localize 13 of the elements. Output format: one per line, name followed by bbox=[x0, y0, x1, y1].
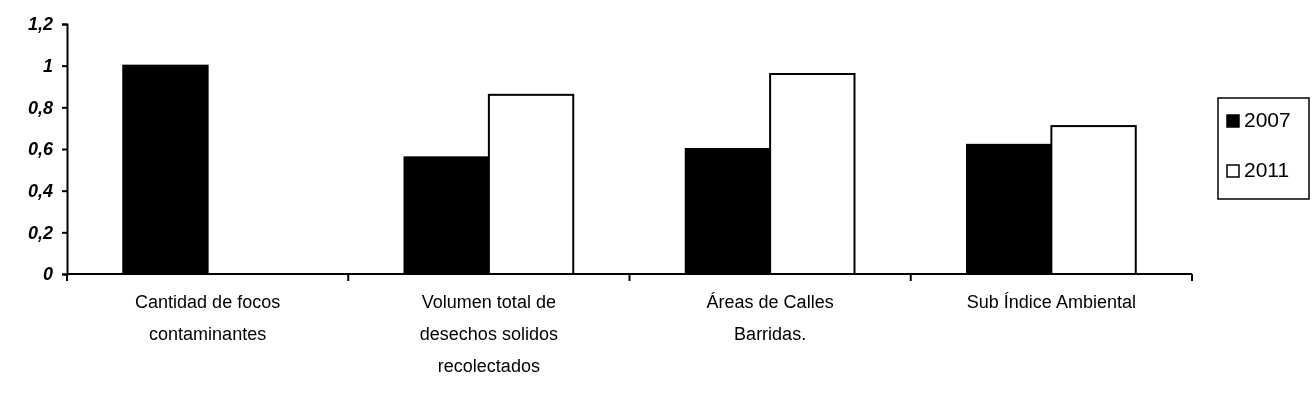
y-tick-label: 1 bbox=[42, 55, 53, 76]
y-tick-label: 0 bbox=[42, 264, 53, 285]
y-tick-label: 0,8 bbox=[27, 97, 53, 118]
y-tick-label: 0,4 bbox=[27, 180, 53, 201]
x-tick-label: Sub Índice Ambiental bbox=[966, 292, 1136, 312]
legend-label: 2007 bbox=[1244, 108, 1291, 131]
x-tick-label: Cantidad de focos contaminantes bbox=[135, 292, 281, 344]
y-tick-label: 1,2 bbox=[27, 14, 53, 35]
y-tick-label: 0,6 bbox=[27, 139, 54, 160]
y-tick-label: 0,2 bbox=[27, 222, 53, 243]
x-tick-label: Áreas de Calles Barridas. bbox=[706, 292, 834, 344]
x-tick-label: Volumen total de desechos solidos recolectados bbox=[419, 292, 558, 376]
legend-label: 2011 bbox=[1244, 158, 1290, 181]
